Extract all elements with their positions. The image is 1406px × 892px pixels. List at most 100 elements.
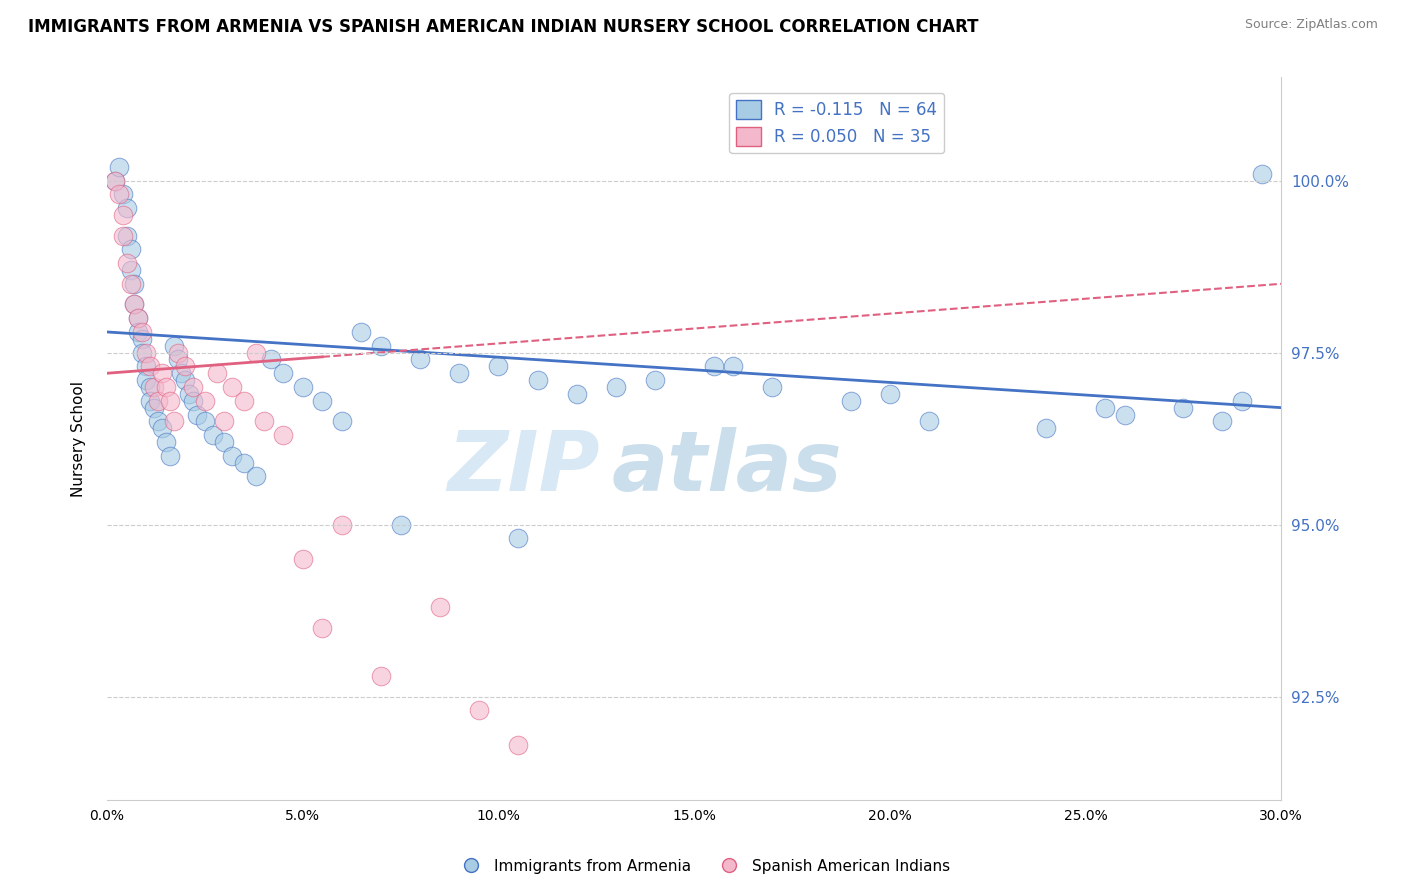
- Point: [1035, 421, 1057, 435]
- Point: [330, 414, 353, 428]
- Point: [166, 352, 188, 367]
- Point: [127, 311, 149, 326]
- Point: [127, 325, 149, 339]
- Point: [159, 393, 181, 408]
- Point: [108, 160, 131, 174]
- Point: [271, 428, 294, 442]
- Point: [526, 373, 548, 387]
- Point: [879, 387, 901, 401]
- Point: [139, 359, 162, 374]
- Point: [245, 469, 267, 483]
- Point: [104, 173, 127, 187]
- Point: [186, 408, 208, 422]
- Point: [159, 449, 181, 463]
- Point: [115, 201, 138, 215]
- Point: [1094, 401, 1116, 415]
- Point: [449, 366, 471, 380]
- Point: [1250, 167, 1272, 181]
- Point: [120, 263, 142, 277]
- Point: [146, 393, 169, 408]
- Point: [174, 373, 197, 387]
- Text: ZIP: ZIP: [447, 427, 600, 508]
- Point: [291, 380, 314, 394]
- Point: [839, 393, 862, 408]
- Point: [174, 359, 197, 374]
- Point: [155, 380, 177, 394]
- Point: [370, 669, 392, 683]
- Point: [370, 339, 392, 353]
- Point: [205, 366, 228, 380]
- Point: [143, 380, 166, 394]
- Point: [468, 703, 491, 717]
- Point: [120, 277, 142, 291]
- Point: [644, 373, 666, 387]
- Point: [166, 345, 188, 359]
- Point: [143, 401, 166, 415]
- Point: [135, 345, 157, 359]
- Point: [135, 373, 157, 387]
- Point: [409, 352, 432, 367]
- Point: [127, 311, 149, 326]
- Point: [111, 208, 134, 222]
- Point: [170, 366, 193, 380]
- Point: [150, 366, 173, 380]
- Point: [311, 621, 333, 635]
- Point: [108, 187, 131, 202]
- Point: [194, 414, 217, 428]
- Point: [506, 532, 529, 546]
- Point: [155, 435, 177, 450]
- Point: [1173, 401, 1195, 415]
- Point: [233, 456, 256, 470]
- Point: [201, 428, 224, 442]
- Y-axis label: Nursery School: Nursery School: [72, 381, 86, 497]
- Point: [245, 345, 267, 359]
- Point: [252, 414, 274, 428]
- Point: [1211, 414, 1233, 428]
- Point: [115, 256, 138, 270]
- Point: [111, 187, 134, 202]
- Point: [115, 228, 138, 243]
- Point: [194, 393, 217, 408]
- Point: [565, 387, 588, 401]
- Legend: R = -0.115   N = 64, R = 0.050   N = 35: R = -0.115 N = 64, R = 0.050 N = 35: [730, 93, 943, 153]
- Point: [221, 449, 243, 463]
- Point: [721, 359, 744, 374]
- Point: [221, 380, 243, 394]
- Point: [162, 339, 184, 353]
- Point: [124, 297, 146, 311]
- Point: [761, 380, 783, 394]
- Point: [124, 297, 146, 311]
- Point: [311, 393, 333, 408]
- Point: [330, 517, 353, 532]
- Point: [135, 359, 157, 374]
- Text: Source: ZipAtlas.com: Source: ZipAtlas.com: [1244, 18, 1378, 31]
- Point: [146, 414, 169, 428]
- Point: [139, 393, 162, 408]
- Point: [139, 380, 162, 394]
- Point: [233, 393, 256, 408]
- Point: [429, 600, 451, 615]
- Point: [350, 325, 373, 339]
- Point: [214, 435, 236, 450]
- Point: [260, 352, 283, 367]
- Point: [162, 414, 184, 428]
- Point: [214, 414, 236, 428]
- Point: [506, 738, 529, 752]
- Point: [131, 345, 153, 359]
- Text: IMMIGRANTS FROM ARMENIA VS SPANISH AMERICAN INDIAN NURSERY SCHOOL CORRELATION CH: IMMIGRANTS FROM ARMENIA VS SPANISH AMERI…: [28, 18, 979, 36]
- Point: [1114, 408, 1136, 422]
- Point: [291, 552, 314, 566]
- Legend: Immigrants from Armenia, Spanish American Indians: Immigrants from Armenia, Spanish America…: [450, 853, 956, 880]
- Point: [389, 517, 412, 532]
- Point: [124, 277, 146, 291]
- Point: [131, 325, 153, 339]
- Point: [181, 393, 204, 408]
- Point: [918, 414, 941, 428]
- Point: [181, 380, 204, 394]
- Point: [703, 359, 725, 374]
- Point: [271, 366, 294, 380]
- Point: [131, 332, 153, 346]
- Point: [1230, 393, 1253, 408]
- Point: [179, 387, 201, 401]
- Point: [486, 359, 509, 374]
